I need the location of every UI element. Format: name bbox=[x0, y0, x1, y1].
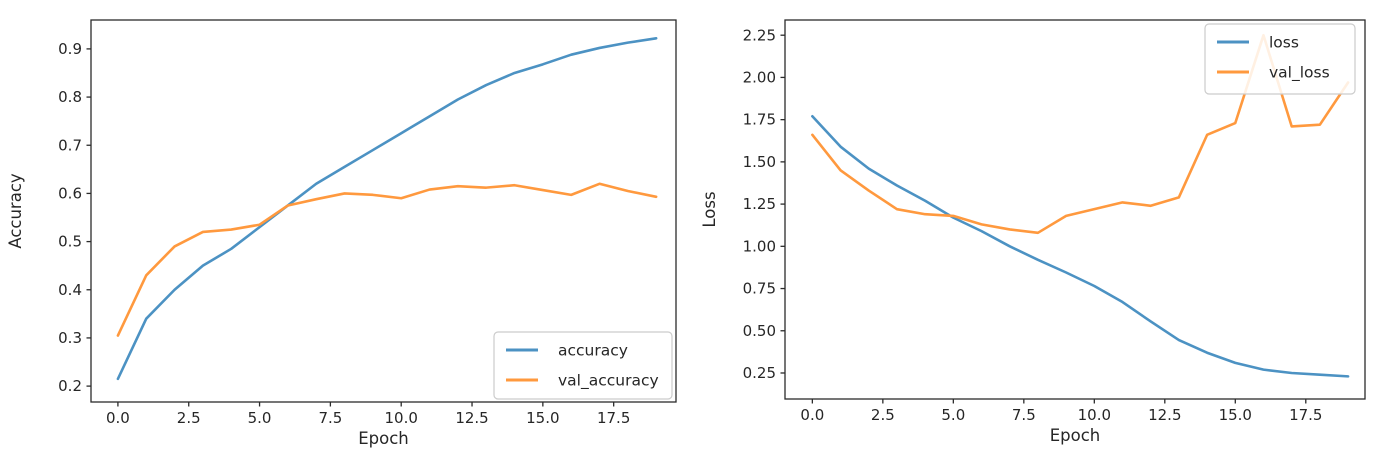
series-line-accuracy bbox=[116, 37, 658, 381]
legend-label-loss: loss bbox=[1269, 33, 1299, 51]
accuracy-chart-canvas: 0.0 2.5 5.0 7.5 10.0 12.5 15.0 17.5 0.2 0.3 0.4 0.5… bbox=[6, 19, 677, 448]
x-tick-label: 10.0 bbox=[385, 409, 418, 427]
x-tick-label: 10.0 bbox=[1078, 406, 1111, 424]
x-tick-label: 7.5 bbox=[318, 409, 342, 427]
x-tick-label: 17.5 bbox=[597, 409, 630, 427]
legend-label-val_loss: val_loss bbox=[1269, 63, 1330, 82]
y-tick-label: 2.25 bbox=[743, 26, 776, 44]
x-tick-label: 15.0 bbox=[1219, 406, 1252, 424]
y-tick-label: 0.8 bbox=[58, 88, 82, 106]
x-tick-label: 0.0 bbox=[800, 406, 824, 424]
y-tick-label: 0.6 bbox=[58, 185, 82, 203]
y-tick-label: 0.75 bbox=[743, 280, 776, 298]
y-tick-label: 0.50 bbox=[743, 322, 776, 340]
x-tick-label: 17.5 bbox=[1289, 406, 1322, 424]
legend-label-val_accuracy: val_accuracy bbox=[558, 371, 659, 390]
y-tick-label: 0.3 bbox=[58, 329, 82, 347]
y-tick-label: 0.2 bbox=[58, 377, 82, 395]
y-tick-label: 1.25 bbox=[743, 195, 776, 213]
series-line-loss bbox=[811, 114, 1350, 378]
x-tick-label: 12.5 bbox=[1148, 406, 1181, 424]
y-tick-label: 0.9 bbox=[58, 40, 82, 58]
x-tick-label: 0.0 bbox=[106, 409, 130, 427]
y-axis-label: Loss bbox=[700, 191, 719, 227]
y-tick-label: 0.25 bbox=[743, 364, 776, 382]
x-tick-label: 5.0 bbox=[941, 406, 965, 424]
x-axis-label: Epoch bbox=[358, 429, 409, 448]
y-tick-label: 0.4 bbox=[58, 281, 82, 299]
x-tick-label: 12.5 bbox=[455, 409, 488, 427]
y-tick-label: 0.7 bbox=[58, 136, 82, 154]
loss-chart: 0.0 2.5 5.0 7.5 10.0 12.5 15.0 17.5 0.25 0.50 0.75… bbox=[693, 0, 1386, 472]
y-tick-label: 1.00 bbox=[743, 237, 776, 255]
x-tick-label: 7.5 bbox=[1012, 406, 1036, 424]
plot-area-spines bbox=[784, 19, 1366, 400]
x-axis-label: Epoch bbox=[1050, 426, 1101, 445]
x-tick-label: 2.5 bbox=[177, 409, 201, 427]
x-tick-label: 5.0 bbox=[248, 409, 272, 427]
y-tick-label: 1.50 bbox=[743, 153, 776, 171]
series-line-val_accuracy bbox=[116, 182, 658, 337]
y-tick-label: 1.75 bbox=[743, 111, 776, 129]
legend-box bbox=[493, 331, 673, 400]
y-tick-label: 2.00 bbox=[743, 69, 776, 87]
x-tick-label: 2.5 bbox=[871, 406, 895, 424]
y-axis-label: Accuracy bbox=[6, 173, 25, 249]
legend-label-accuracy: accuracy bbox=[558, 341, 628, 359]
x-tick-label: 15.0 bbox=[526, 409, 559, 427]
plot-area-spines bbox=[90, 19, 677, 403]
loss-chart-canvas: 0.0 2.5 5.0 7.5 10.0 12.5 15.0 17.5 0.25 0.50 0.75… bbox=[700, 19, 1366, 445]
y-tick-label: 0.5 bbox=[58, 233, 82, 251]
accuracy-chart: 0.0 2.5 5.0 7.5 10.0 12.5 15.0 17.5 0.2 0.3 0.4 0.5… bbox=[6, 19, 677, 448]
